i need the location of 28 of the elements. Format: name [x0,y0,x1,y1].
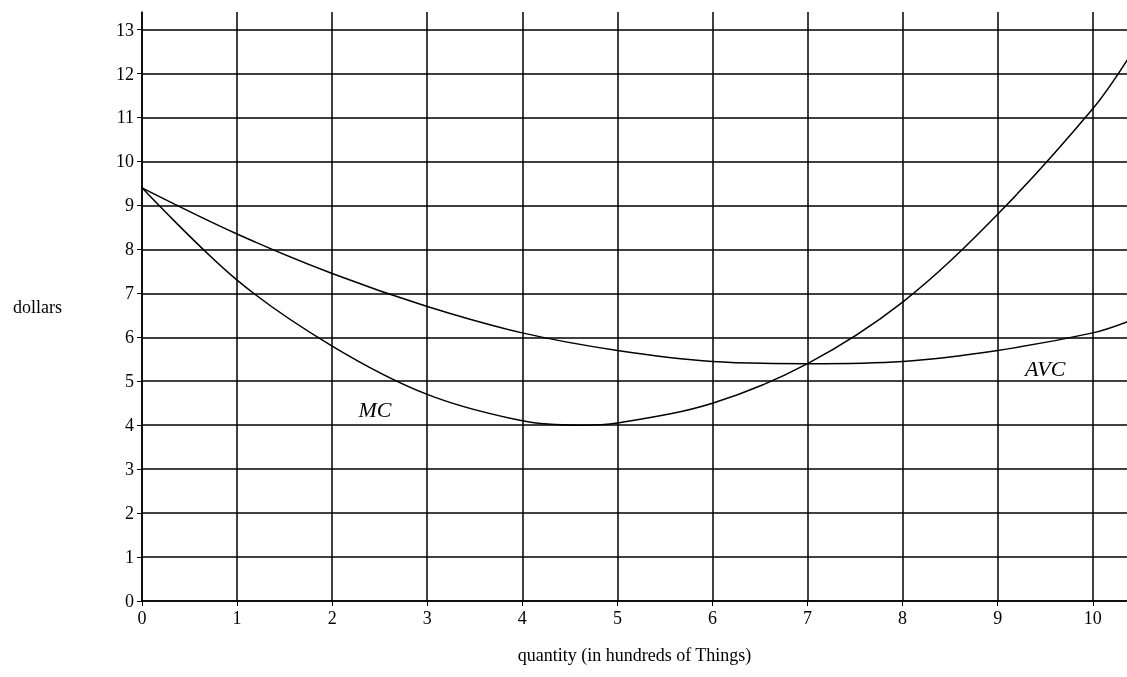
y-tick-label: 7 [125,283,134,304]
y-tick-label: 9 [125,195,134,216]
y-tick-label: 3 [125,459,134,480]
y-tick-label: 8 [125,239,134,260]
annotation: AVC [1023,355,1066,381]
y-tick-label: 4 [125,415,134,436]
y-tick-label: 0 [125,591,134,611]
y-tick-label: 12 [116,63,134,84]
x-tick-label: 7 [803,608,813,628]
x-axis-title: quantity (in hundreds of Things) [517,645,752,666]
x-tick-label: 8 [898,608,908,628]
x-tick-label: 10 [1083,608,1102,628]
x-tick-label: 1 [232,608,242,628]
y-tick-label: 13 [116,19,134,40]
x-tick-label: 2 [327,608,337,628]
y-tick-label: 5 [125,371,134,392]
x-tick-label: 6 [707,608,717,628]
y-tick-label: 2 [125,503,134,524]
y-axis-title: dollars [13,296,62,317]
y-tick-label: 11 [116,107,134,128]
annotation: MC [357,397,392,423]
y-tick-label: 6 [125,327,134,348]
y-tick-label: 1 [125,547,134,568]
x-tick-label: 5 [612,608,622,628]
y-tick-label: 10 [116,151,134,172]
x-tick-label: 4 [517,608,527,628]
x-tick-label: 3 [422,608,432,628]
x-tick-label: 9 [993,608,1003,628]
